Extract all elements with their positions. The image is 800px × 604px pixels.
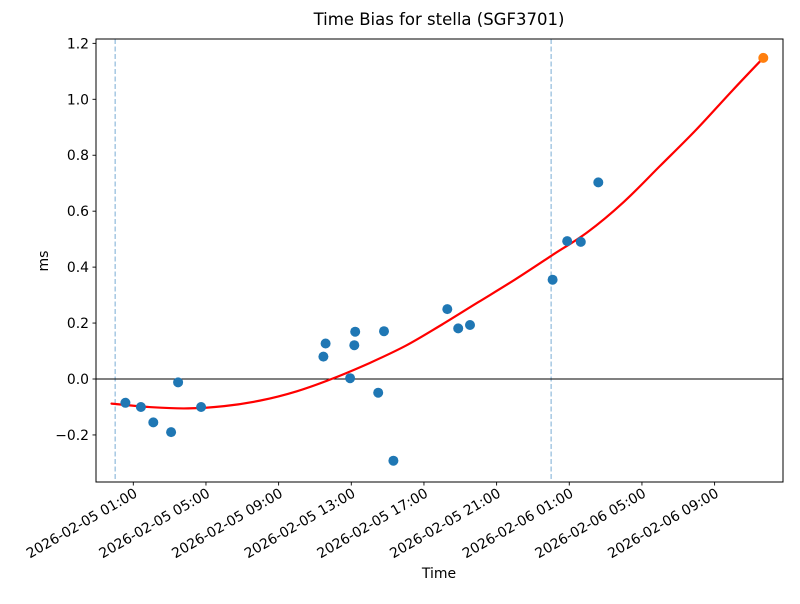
scatter-point — [442, 304, 453, 315]
scatter-point — [373, 387, 384, 398]
scatter-point — [349, 340, 360, 351]
scatter-point — [453, 323, 464, 334]
scatter-point — [465, 320, 475, 330]
y-tick-label: 0.6 — [67, 204, 89, 220]
y-tick-label: −0.2 — [55, 428, 89, 444]
chart-data-layer — [110, 52, 769, 466]
scatter-point — [593, 177, 604, 188]
scatter-point — [379, 326, 389, 337]
scatter-point — [120, 397, 131, 408]
y-tick-label: 0.2 — [67, 316, 89, 332]
y-tick-label: 1.0 — [67, 92, 89, 108]
x-axis-label: Time — [421, 566, 456, 582]
scatter-point — [196, 402, 207, 412]
y-tick-label: 0.8 — [67, 148, 89, 164]
scatter-point — [320, 338, 331, 349]
y-tick-label: 1.2 — [67, 36, 89, 52]
scatter-point — [350, 326, 361, 337]
latest-point — [758, 52, 769, 63]
y-axis-label: ms — [36, 251, 52, 272]
scatter-point — [345, 373, 356, 384]
chart-background-layer — [96, 39, 783, 482]
y-tick-label: 0.4 — [67, 260, 89, 276]
scatter-point — [135, 402, 146, 412]
scatter-point — [575, 236, 586, 247]
scatter-point — [547, 274, 558, 285]
chart-title: Time Bias for stella (SGF3701) — [313, 10, 565, 29]
fit-curve — [110, 56, 765, 410]
scatter-point — [173, 377, 184, 388]
scatter-point — [388, 455, 399, 466]
scatter-point — [166, 427, 177, 438]
plot-frame — [95, 38, 784, 483]
scatter-point — [148, 417, 159, 428]
scatter-point — [318, 351, 329, 362]
y-tick-label: 0.0 — [67, 372, 89, 388]
scatter-point — [562, 236, 573, 247]
